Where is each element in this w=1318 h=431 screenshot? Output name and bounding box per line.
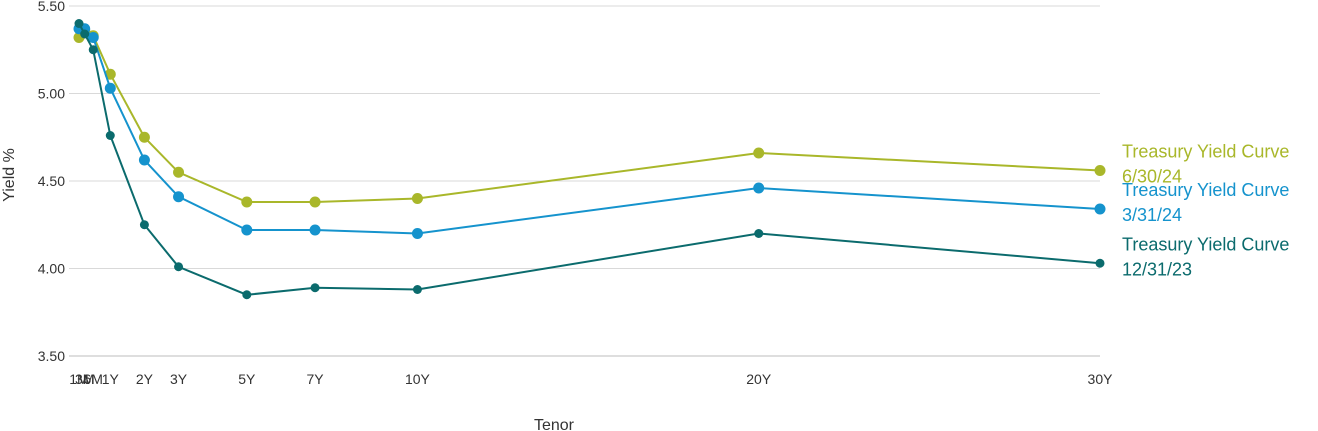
data-point: [310, 283, 320, 293]
data-point: [1094, 165, 1106, 176]
data-point: [174, 262, 184, 272]
data-point: [173, 191, 185, 203]
data-point: [411, 193, 423, 204]
legend-label: Treasury Yield Curve: [1122, 234, 1289, 254]
x-tick-label: 10Y: [405, 371, 431, 387]
data-point: [241, 224, 253, 236]
y-tick-label: 5.00: [38, 86, 65, 102]
x-tick-label: 2Y: [136, 371, 154, 387]
y-axis-title: Yield %: [1, 148, 18, 202]
y-tick-label: 3.50: [38, 348, 65, 364]
data-point: [309, 224, 321, 236]
x-tick-label: 3Y: [170, 371, 188, 387]
x-axis-title: Tenor: [534, 417, 575, 431]
legend-item: Treasury Yield Curve 3/31/24: [1122, 180, 1289, 225]
y-tick-label: 4.50: [38, 173, 65, 189]
data-point: [753, 182, 765, 194]
data-point: [1094, 203, 1106, 215]
data-point: [753, 147, 765, 159]
data-point: [138, 154, 150, 166]
data-point: [105, 131, 115, 140]
legend-label: Treasury Yield Curve: [1122, 180, 1289, 200]
data-point: [754, 229, 764, 238]
x-tick-label: 1Y: [102, 371, 120, 387]
legend-date: 6/30/24: [1122, 167, 1182, 187]
x-tick-label: 5Y: [238, 371, 256, 387]
data-point: [309, 196, 321, 208]
x-tick-label: 6M: [83, 371, 102, 387]
y-tick-label: 4.00: [38, 261, 65, 277]
series-group: [73, 19, 1106, 300]
legend-date: 3/31/24: [1122, 205, 1182, 225]
y-axis-ticks: 3.50 4.00 4.50 5.00 5.50: [38, 0, 65, 364]
data-point: [87, 32, 99, 43]
data-point: [104, 82, 116, 94]
x-tick-label: 30Y: [1088, 371, 1114, 387]
legend-date: 12/31/23: [1122, 259, 1192, 279]
legend-label: Treasury Yield Curve: [1122, 142, 1289, 162]
data-point: [411, 228, 423, 239]
x-tick-label: 7Y: [306, 371, 324, 387]
series-1: [73, 25, 1106, 208]
data-point: [74, 19, 84, 28]
data-point: [88, 45, 98, 55]
data-point: [1095, 258, 1105, 268]
series-2: [73, 23, 1106, 239]
gridlines: [69, 5, 1100, 357]
x-tick-label: 20Y: [746, 371, 772, 387]
legend-item: Treasury Yield Curve 12/31/23: [1122, 234, 1289, 279]
data-point: [241, 196, 253, 208]
x-tick-label: 1M: [69, 371, 88, 387]
y-tick-label: 5.50: [38, 0, 65, 14]
data-point: [80, 29, 90, 39]
series-line: [78, 23, 1101, 296]
data-point: [138, 131, 150, 143]
data-point: [173, 166, 185, 178]
data-point: [139, 220, 149, 230]
legend-item: Treasury Yield Curve 6/30/24: [1122, 142, 1289, 187]
series-line: [78, 29, 1101, 203]
x-tick-label: 3M: [75, 371, 94, 387]
data-point: [242, 290, 252, 300]
series-line: [79, 27, 1101, 235]
data-point: [412, 285, 422, 294]
series-3: [74, 19, 1105, 300]
